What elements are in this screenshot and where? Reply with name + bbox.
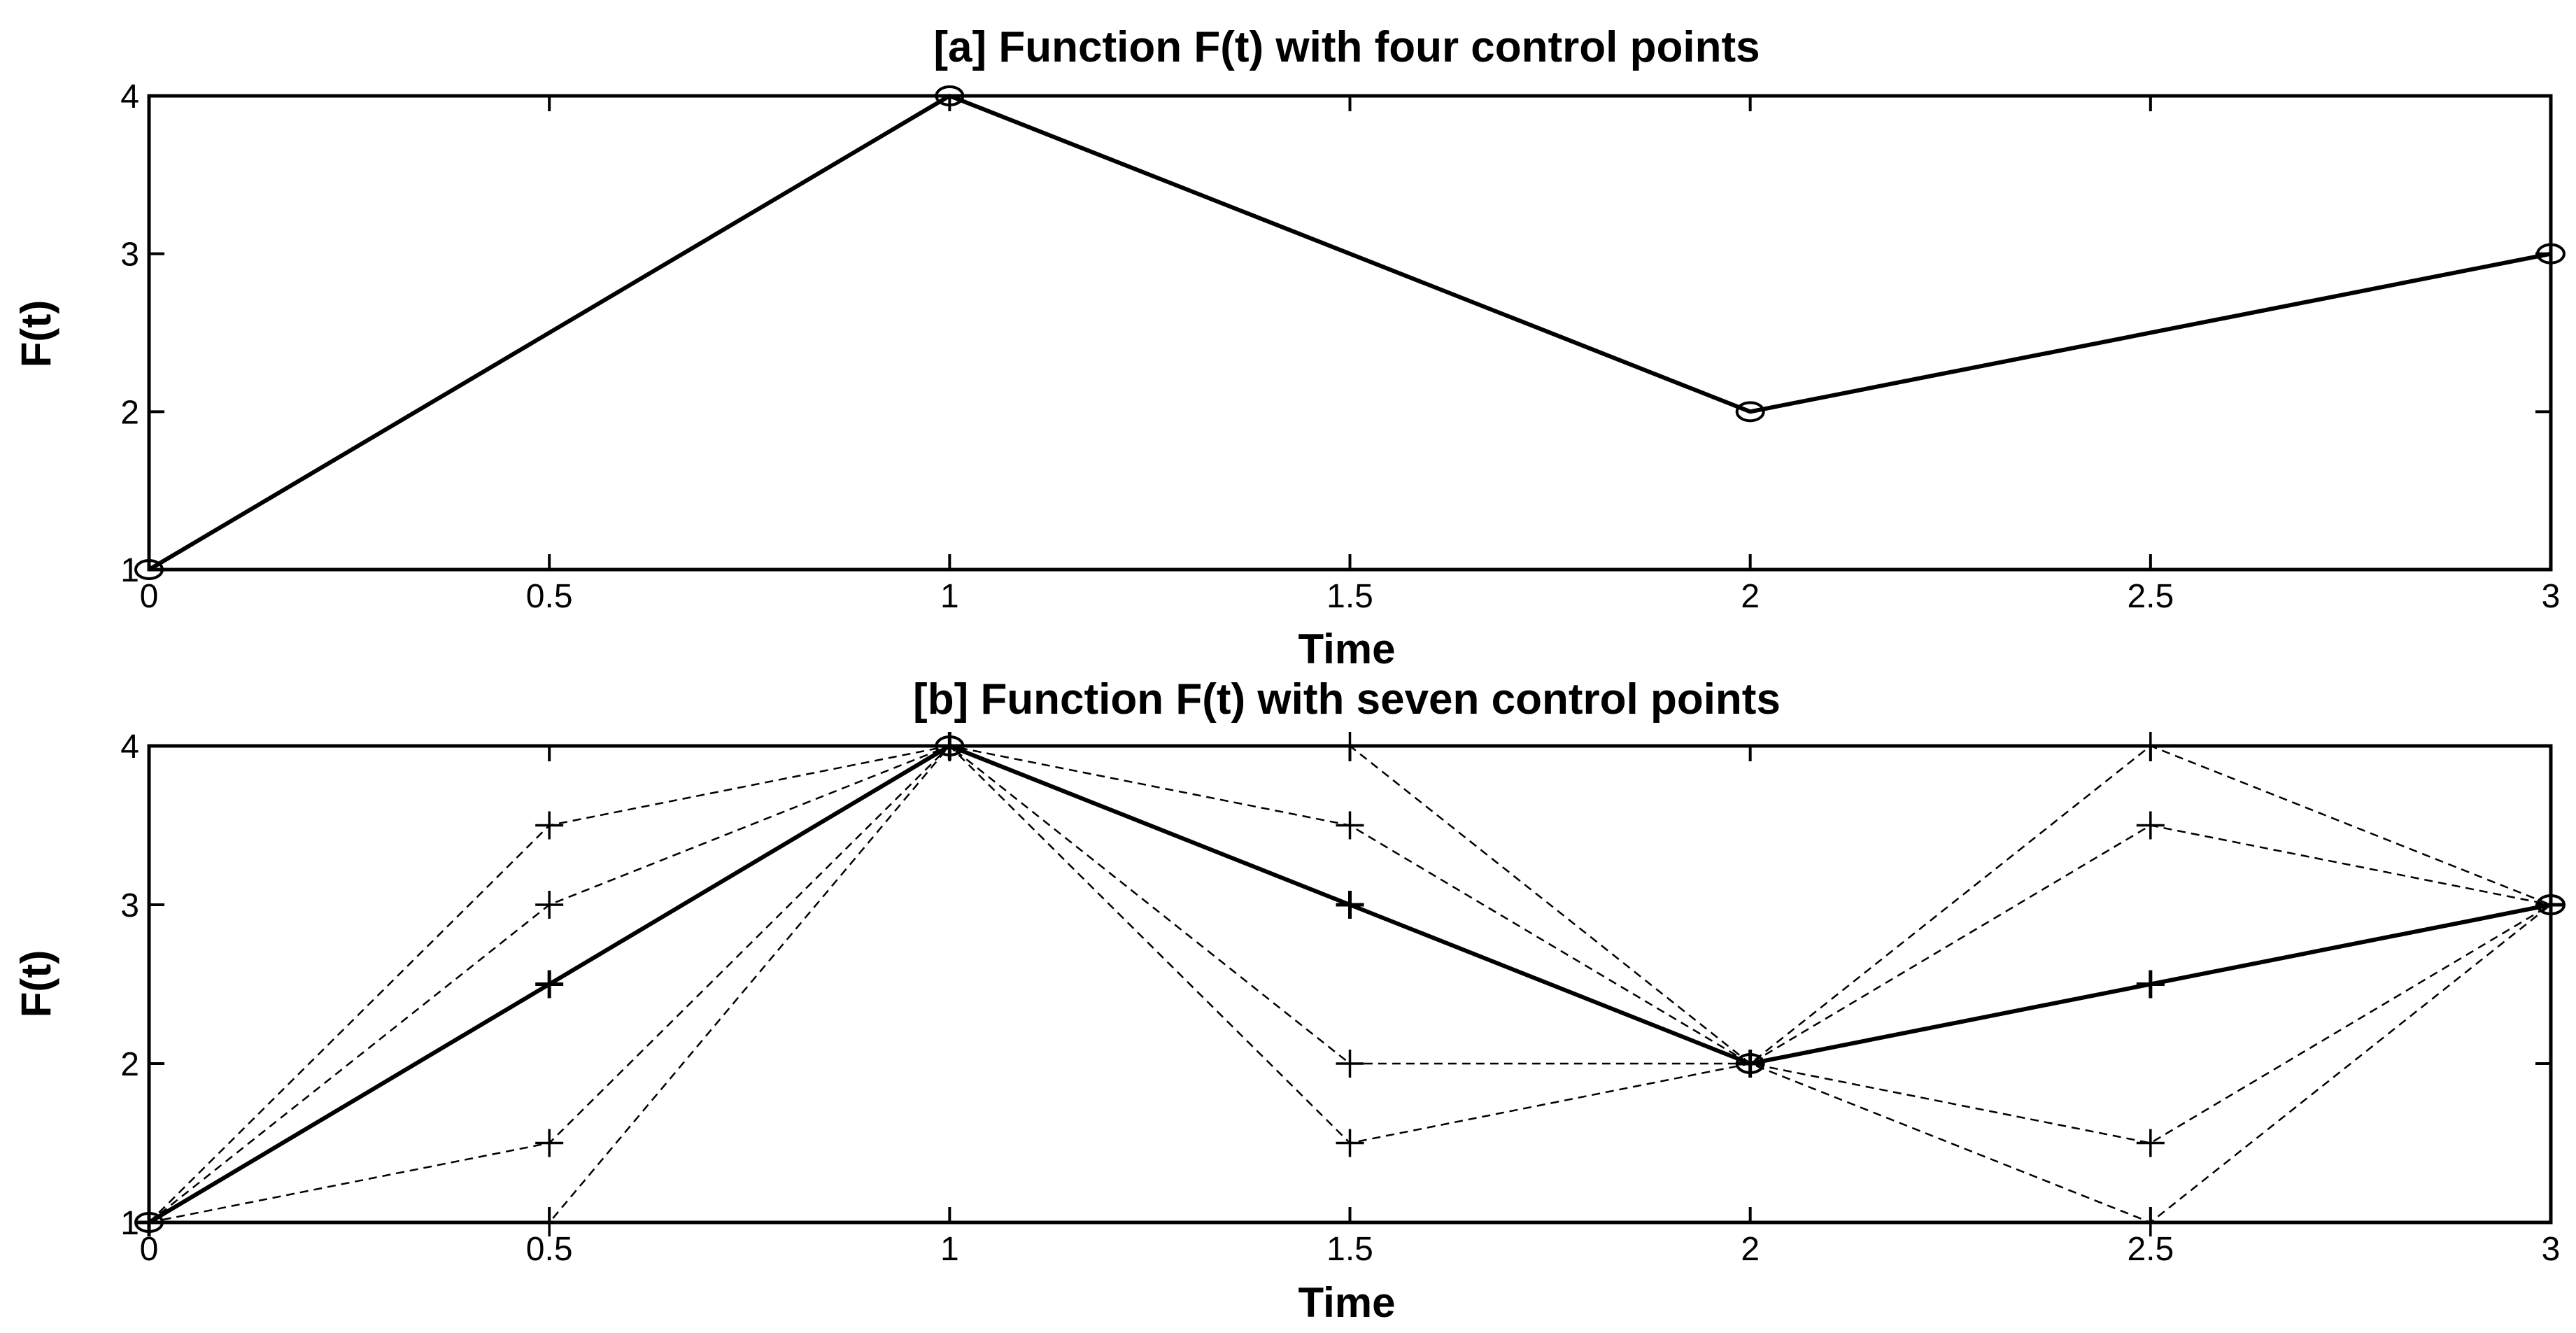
data-point-circle [935, 85, 965, 106]
y-axis-label: F(t) [13, 950, 59, 1018]
x-tick-label: 0 [140, 1231, 159, 1268]
data-point-circle [2536, 243, 2566, 265]
x-tick-label: 3 [2542, 1231, 2561, 1268]
x-tick-label: 3 [2542, 578, 2561, 615]
axes-frame [147, 94, 2553, 572]
data-point-circle [1735, 1053, 1765, 1074]
x-tick-label: 1.5 [1326, 1231, 1373, 1268]
data-point-plus [2136, 1129, 2165, 1157]
x-tick-label: 2.5 [2127, 1231, 2174, 1268]
data-point-plus [1336, 1129, 1364, 1157]
chart-title: [a] Function F(t) with four control poin… [933, 23, 1760, 71]
data-point-plus [2136, 811, 2165, 840]
data-point-plus [535, 811, 564, 840]
data-point-circle [134, 559, 164, 580]
data-point-circle [2536, 894, 2566, 915]
x-tick-label: 2 [1741, 1231, 1760, 1268]
y-tick-label: 2 [120, 394, 139, 431]
data-point-circle [935, 735, 965, 756]
data-point-plus [535, 891, 564, 919]
data-point-plus [535, 970, 564, 999]
data-point-plus [2136, 732, 2165, 760]
chart-title: [b] Function F(t) with seven control poi… [913, 675, 1781, 724]
data-point-plus [535, 1129, 564, 1157]
x-tick-label: 0.5 [526, 1231, 573, 1268]
data-point-plus [2136, 970, 2165, 999]
y-tick-label: 3 [120, 237, 139, 274]
x-axis-label: Time [1298, 1279, 1396, 1326]
x-tick-label: 2.5 [2127, 578, 2174, 615]
panel-a: [a] Function F(t) with four control poin… [13, 23, 2566, 672]
data-point-circle [1735, 401, 1765, 423]
data-point-plus [2136, 1208, 2165, 1236]
series-line [148, 94, 2552, 572]
y-axis-label: F(t) [13, 300, 59, 368]
data-point-plus [1336, 891, 1364, 919]
y-tick-label: 3 [120, 887, 139, 924]
y-tick-label: 2 [120, 1046, 139, 1083]
y-tick-label: 4 [120, 78, 139, 115]
data-point-plus [1336, 732, 1364, 760]
x-tick-label: 0.5 [526, 578, 573, 615]
panel-b: [b] Function F(t) with seven control poi… [13, 675, 2566, 1326]
data-point-plus [1336, 811, 1364, 840]
data-point-circle [134, 1212, 164, 1233]
y-tick-label: 4 [120, 728, 139, 766]
data-point-plus [535, 1208, 564, 1236]
x-tick-label: 1 [940, 1231, 959, 1268]
x-tick-label: 1 [940, 578, 959, 615]
x-tick-label: 0 [140, 578, 159, 615]
data-point-plus [1336, 1050, 1364, 1078]
x-tick-label: 2 [1741, 578, 1760, 615]
x-axis-label: Time [1298, 626, 1396, 672]
x-tick-label: 1.5 [1326, 578, 1373, 615]
